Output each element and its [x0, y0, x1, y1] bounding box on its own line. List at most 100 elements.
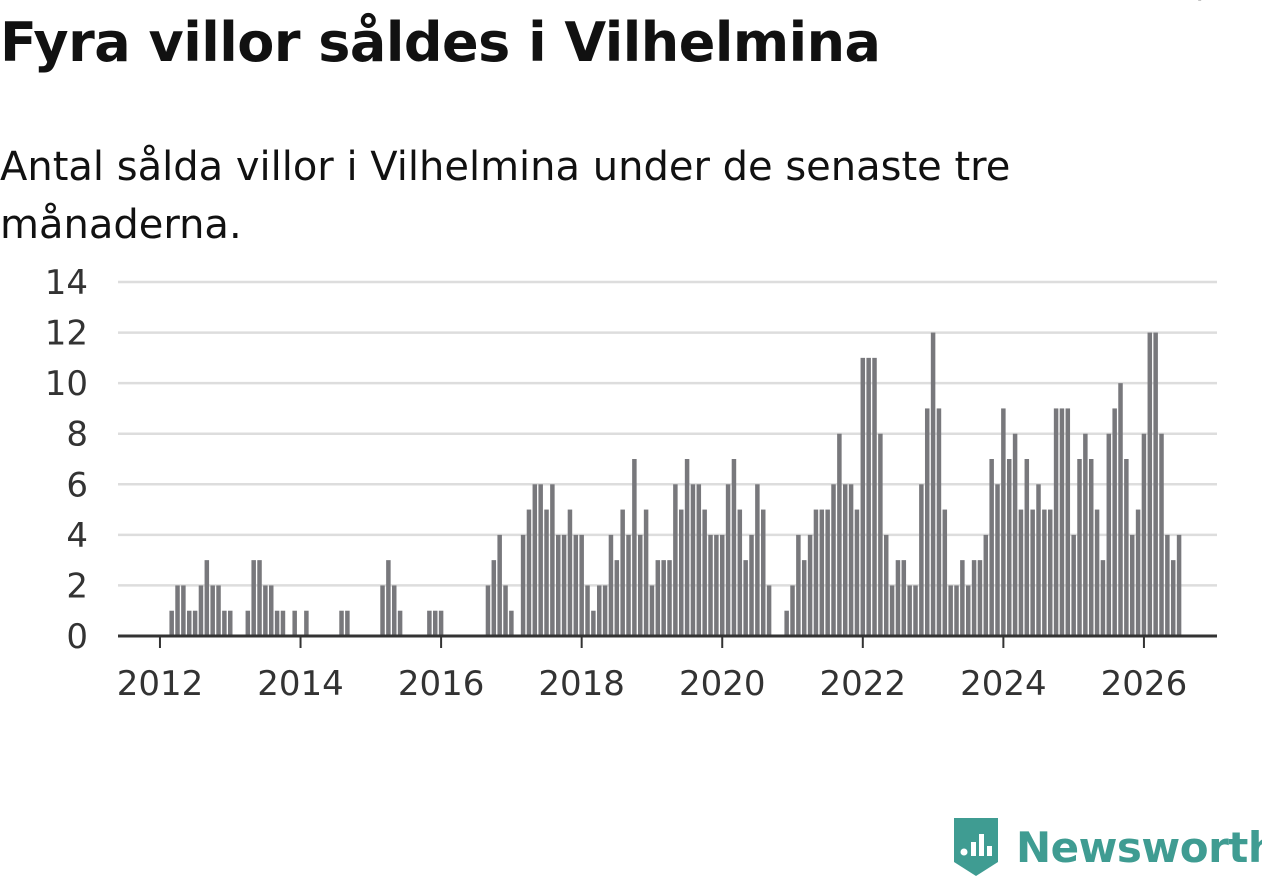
bar — [591, 610, 596, 636]
y-tick-label: 6 — [66, 465, 88, 505]
bar — [532, 484, 538, 636]
bar — [813, 509, 819, 636]
bar — [696, 484, 702, 636]
y-tick-label: 2 — [66, 566, 88, 606]
bar — [1141, 433, 1147, 636]
bar — [1071, 534, 1076, 636]
y-tick-label: 0 — [66, 617, 88, 657]
bar — [860, 357, 866, 636]
bar — [942, 509, 948, 636]
bar — [1042, 509, 1047, 636]
bar — [848, 484, 854, 636]
y-tick-label: 14 — [45, 263, 88, 303]
bar — [971, 560, 977, 636]
bar — [561, 534, 567, 636]
bar — [1159, 433, 1164, 636]
bar — [919, 484, 924, 636]
bar — [977, 560, 983, 636]
x-tick-label: 2026 — [1101, 664, 1188, 704]
bar — [175, 585, 180, 636]
bar — [614, 560, 620, 636]
bar — [749, 534, 754, 636]
bar — [1176, 534, 1182, 636]
y-axis-ticks: 0 2 4 6 8 10 12 14 — [45, 263, 88, 657]
brand-logo[interactable]: Newsworthy — [950, 816, 1262, 878]
bar — [386, 560, 391, 636]
bar — [983, 534, 989, 636]
bar — [269, 585, 274, 636]
bar — [807, 534, 813, 636]
bar — [854, 509, 860, 636]
bar — [567, 509, 573, 636]
bar — [520, 534, 526, 636]
bar — [708, 534, 713, 636]
bar — [737, 509, 743, 636]
bar — [866, 357, 871, 636]
bar — [1147, 332, 1153, 636]
bar — [280, 610, 286, 636]
bar — [889, 585, 895, 636]
bar — [649, 585, 655, 636]
chart-subtitle: Antal sålda villor i Vilhelmina under de… — [0, 144, 1011, 248]
bar — [678, 509, 684, 636]
bar — [965, 585, 971, 636]
bar — [187, 610, 192, 636]
bar — [637, 534, 643, 636]
bar — [760, 509, 766, 636]
bar — [989, 459, 994, 636]
bar — [907, 585, 912, 636]
bar — [1018, 509, 1024, 636]
bar — [1129, 534, 1135, 636]
bar — [228, 610, 233, 636]
bar — [585, 585, 590, 636]
bar — [503, 585, 508, 636]
bar — [497, 534, 502, 636]
bar — [345, 610, 350, 636]
bar — [596, 585, 602, 636]
bar — [643, 509, 649, 636]
bar — [181, 585, 186, 636]
bar — [427, 610, 432, 636]
bar — [673, 484, 678, 636]
bar — [1135, 509, 1141, 636]
bar — [883, 534, 889, 636]
bar — [819, 509, 825, 636]
bar — [538, 484, 543, 636]
bar — [555, 534, 561, 636]
bar — [725, 484, 731, 636]
bar — [842, 484, 848, 636]
bar — [204, 560, 210, 636]
bar — [251, 560, 256, 636]
bar — [526, 509, 532, 636]
bar — [573, 534, 579, 636]
bar — [1001, 408, 1006, 636]
bar — [485, 585, 491, 636]
bar — [257, 560, 262, 636]
bar — [169, 610, 174, 636]
bar — [790, 585, 795, 636]
bar — [579, 534, 584, 636]
bar — [913, 585, 918, 636]
bar — [339, 610, 344, 636]
y-tick-label: 4 — [66, 516, 88, 556]
bar — [1006, 459, 1012, 636]
bar — [837, 433, 842, 636]
bar — [1165, 534, 1170, 636]
bar — [509, 610, 514, 636]
bar — [192, 610, 198, 636]
y-tick-label: 8 — [66, 415, 88, 455]
bar — [391, 585, 397, 636]
bar — [1024, 459, 1030, 636]
x-tick-label: 2022 — [820, 664, 907, 704]
bar — [766, 585, 772, 636]
bar — [690, 484, 696, 636]
bar — [755, 484, 760, 636]
bar — [1077, 459, 1082, 636]
bar — [930, 332, 936, 636]
x-tick-label: 2014 — [257, 664, 344, 704]
bar — [954, 585, 959, 636]
bar — [801, 560, 807, 636]
bar — [1083, 433, 1088, 636]
bar — [1124, 459, 1129, 636]
bar — [292, 610, 297, 636]
